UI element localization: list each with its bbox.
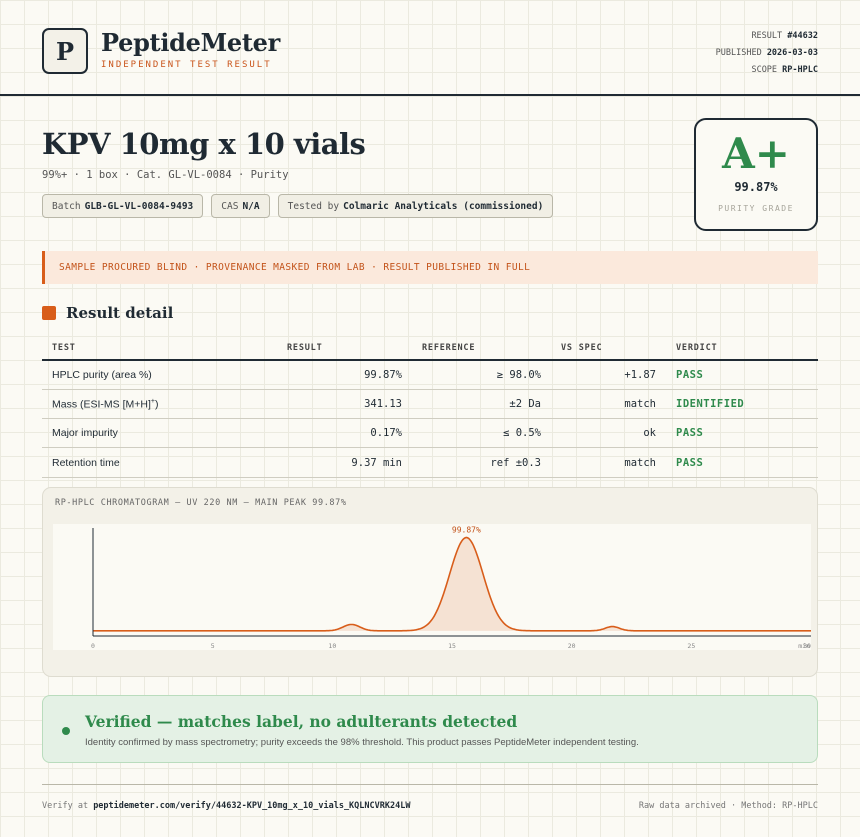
x-tick-label: 5 xyxy=(211,642,215,650)
chip-label: Batch xyxy=(52,200,81,212)
product-title: KPV 10mg x 10 vials xyxy=(42,127,366,161)
chromatogram-title: RP-HPLC CHROMATOGRAM — UV 220 NM — MAIN … xyxy=(55,498,347,508)
published-label: PUBLISHED xyxy=(715,48,762,58)
peak-label: 99.87% xyxy=(452,526,481,535)
test-name-end: ) xyxy=(154,398,159,411)
test-name: Mass (ESI-MS [M+H]+) xyxy=(42,389,277,420)
verify-link-row: Verify at peptidemeter.com/verify/44632-… xyxy=(42,801,410,811)
scope-label: SCOPE xyxy=(751,65,778,75)
test-name-text: Mass (ESI-MS [M+H] xyxy=(52,398,151,411)
procurement-notice: SAMPLE PROCURED BLIND · PROVENANCE MASKE… xyxy=(42,251,818,284)
chromatogram-panel: RP-HPLC CHROMATOGRAM — UV 220 NM — MAIN … xyxy=(42,487,818,677)
result-id-row: RESULT #44632 xyxy=(716,28,818,45)
x-tick-label: 30 xyxy=(803,642,811,650)
verified-dot-icon xyxy=(62,727,70,735)
section-header: Result detail xyxy=(42,304,173,322)
verify-url[interactable]: peptidemeter.com/verify/44632-KPV_10mg_x… xyxy=(93,801,411,811)
verdict-badge: PASS xyxy=(666,418,818,449)
test-name: HPLC purity (area %) xyxy=(42,360,277,390)
x-tick-label: 0 xyxy=(91,642,95,650)
verified-text: Identity confirmed by mass spectrometry;… xyxy=(85,737,639,748)
footer: Verify at peptidemeter.com/verify/44632-… xyxy=(42,784,818,811)
col-vs-spec: VS SPEC xyxy=(551,336,666,361)
table-header-row: TEST RESULT REFERENCE VS SPEC VERDICT xyxy=(42,336,818,361)
x-tick-label: 15 xyxy=(448,642,456,650)
brand-subtitle: INDEPENDENT TEST RESULT xyxy=(101,60,272,70)
published-date: 2026-03-03 xyxy=(766,48,818,58)
section-marker-icon xyxy=(42,306,56,320)
x-tick-unit: min xyxy=(798,642,810,650)
grade-letter: A+ xyxy=(722,129,790,178)
table-row: Retention time 9.37 min ref ±0.3 match P… xyxy=(42,447,818,478)
vs-spec-value: match xyxy=(551,447,666,478)
tested-by-chip: Tested by Colmaric Analyticals (commissio… xyxy=(277,194,554,218)
reference-value: ≥ 98.0% xyxy=(412,360,551,390)
grade-value: 99.87% xyxy=(734,180,778,194)
chip-value: N/A xyxy=(242,200,260,212)
vs-spec-value: match xyxy=(551,389,666,420)
chip-label: CAS xyxy=(221,200,239,212)
col-test: TEST xyxy=(42,336,277,361)
chip-label: Tested by xyxy=(287,200,340,212)
published-row: PUBLISHED 2026-03-03 xyxy=(716,45,818,62)
reference-value: ≤ 0.5% xyxy=(412,418,551,449)
chromatogram-plot: 0 5 10 15 20 25 30 min 99.87% xyxy=(53,524,811,650)
chromatogram-area xyxy=(93,537,811,631)
result-value: 9.37 min xyxy=(277,447,412,478)
result-label: RESULT xyxy=(751,31,783,41)
test-name: Major impurity xyxy=(42,418,277,449)
verified-banner: Verified — matches label, no adulterants… xyxy=(42,695,818,763)
grade-label: PURITY GRADE xyxy=(718,204,794,213)
result-value: 99.87% xyxy=(277,360,412,390)
purity-grade-card: A+ 99.87% PURITY GRADE xyxy=(694,118,818,231)
brand-name: PeptideMeter xyxy=(101,28,280,57)
x-tick-label: 20 xyxy=(568,642,576,650)
header: P PeptideMeter INDEPENDENT TEST RESULT R… xyxy=(0,0,860,96)
chromatogram-line xyxy=(93,536,811,632)
verdict-badge: PASS xyxy=(666,360,818,390)
product-subtitle: 99%+ · 1 box · Cat. GL-VL-0084 · Purity xyxy=(42,169,289,181)
section-title: Result detail xyxy=(66,304,174,322)
result-id: #44632 xyxy=(787,31,818,41)
vs-spec-value: ok xyxy=(551,418,666,449)
verify-label: Verify at xyxy=(42,801,89,811)
result-value: 0.17% xyxy=(277,418,412,449)
scope-value: RP-HPLC xyxy=(782,65,818,75)
verdict-badge: IDENTIFIED xyxy=(666,389,818,420)
x-tick-label: 25 xyxy=(687,642,695,650)
result-value: 341.13 xyxy=(277,389,412,420)
footer-note: Raw data archived · Method: RP-HPLC xyxy=(638,801,818,811)
verified-title: Verified — matches label, no adulterants… xyxy=(85,712,518,731)
chip-value: Colmaric Analyticals (commissioned) xyxy=(343,200,544,212)
batch-chip: Batch GLB-GL-VL-0084-9493 xyxy=(42,194,204,218)
test-name-sup: + xyxy=(150,397,155,405)
cas-chip: CAS N/A xyxy=(211,194,270,218)
table-row: Major impurity 0.17% ≤ 0.5% ok PASS xyxy=(42,418,818,449)
results-table: TEST RESULT REFERENCE VS SPEC VERDICT HP… xyxy=(42,336,818,478)
result-meta: RESULT #44632 PUBLISHED 2026-03-03 SCOPE… xyxy=(716,28,818,79)
product-chips: Batch GLB-GL-VL-0084-9493 CAS N/A Tested b… xyxy=(42,194,554,218)
test-name: Retention time xyxy=(42,447,277,478)
chip-value: GLB-GL-VL-0084-9493 xyxy=(84,200,194,212)
x-tick-label: 10 xyxy=(328,642,336,650)
verdict-badge: PASS xyxy=(666,447,818,478)
logo: P xyxy=(42,28,88,74)
reference-value: ±2 Da xyxy=(412,389,551,420)
col-reference: REFERENCE xyxy=(412,336,551,361)
col-verdict: VERDICT xyxy=(666,336,818,361)
col-result: RESULT xyxy=(277,336,412,361)
vs-spec-value: +1.87 xyxy=(551,360,666,390)
table-row: Mass (ESI-MS [M+H]+) 341.13 ±2 Da match … xyxy=(42,389,818,420)
scope-row: SCOPE RP-HPLC xyxy=(716,62,818,79)
table-row: HPLC purity (area %) 99.87% ≥ 98.0% +1.8… xyxy=(42,360,818,390)
reference-value: ref ±0.3 xyxy=(412,447,551,478)
